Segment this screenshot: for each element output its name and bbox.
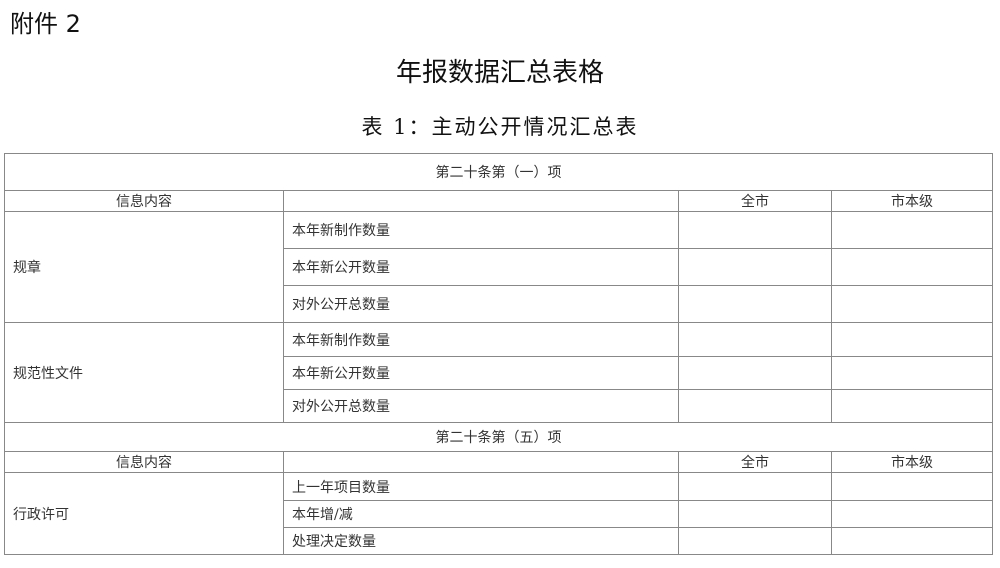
cell [831, 472, 993, 501]
cell [678, 472, 832, 501]
section-header: 第二十条第（五）项 [4, 422, 993, 452]
summary-table: 第二十条第（一）项 信息内容 全市 市本级 规章 本年新制作数量 本年新公开数量 对外… [4, 153, 993, 555]
header-info: 信息内容 [4, 451, 284, 473]
item-label: 本年增/减 [283, 500, 679, 528]
cell [831, 211, 993, 249]
item-label: 本年新制作数量 [283, 322, 679, 357]
cell [678, 322, 832, 357]
section-header: 第二十条第（一）项 [4, 153, 993, 191]
cell [678, 500, 832, 528]
header-info: 信息内容 [4, 190, 284, 212]
attachment-label: 附件 2 [10, 10, 81, 38]
cell [678, 389, 832, 423]
item-label: 本年新制作数量 [283, 211, 679, 249]
cell [678, 211, 832, 249]
document-title: 年报数据汇总表格 [395, 58, 604, 88]
item-label: 处理决定数量 [283, 527, 679, 555]
header-city-level: 市本级 [831, 190, 993, 212]
cell [831, 356, 993, 390]
table-caption: 表 1：主动公开情况汇总表 [361, 115, 639, 139]
item-label: 本年新公开数量 [283, 248, 679, 286]
item-label: 本年新公开数量 [283, 356, 679, 390]
cell [678, 248, 832, 286]
cell [831, 285, 993, 323]
cell [831, 248, 993, 286]
cell [831, 389, 993, 423]
cell [678, 527, 832, 555]
cell [831, 500, 993, 528]
group-label: 行政许可 [4, 472, 284, 555]
cell [678, 285, 832, 323]
cell [831, 322, 993, 357]
header-all-city: 全市 [678, 190, 832, 212]
item-label: 对外公开总数量 [283, 389, 679, 423]
group-label: 规范性文件 [4, 322, 284, 423]
item-label: 对外公开总数量 [283, 285, 679, 323]
header-all-city: 全市 [678, 451, 832, 473]
group-label: 规章 [4, 211, 284, 323]
cell [831, 527, 993, 555]
header-city-level: 市本级 [831, 451, 993, 473]
item-label: 上一年项目数量 [283, 472, 679, 501]
cell [678, 356, 832, 390]
